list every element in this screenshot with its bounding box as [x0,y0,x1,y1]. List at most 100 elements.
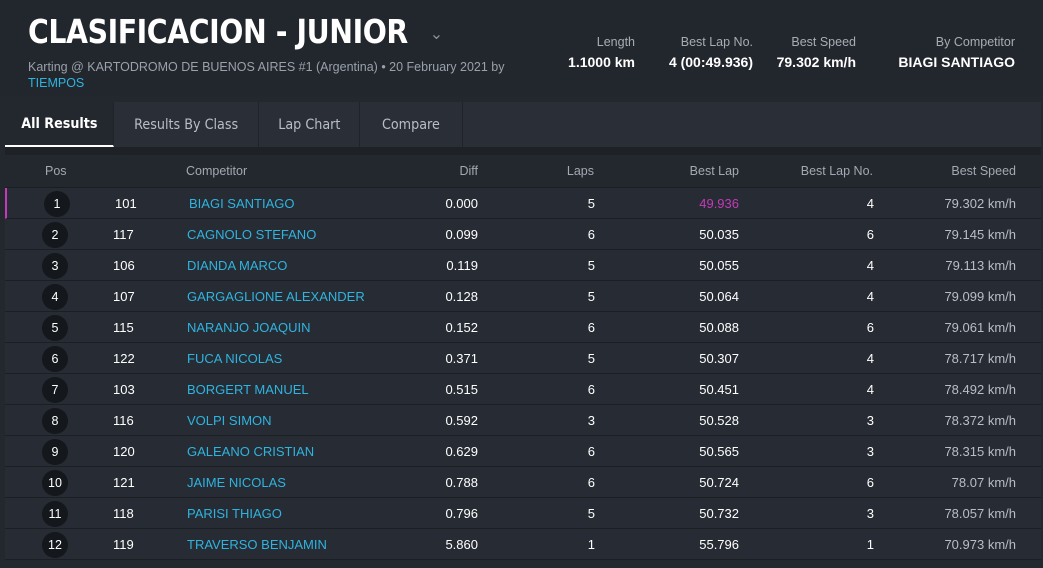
laps-value: 3 [587,413,595,428]
kart-number: 117 [113,227,134,242]
table-row[interactable]: 4 107 GARGAGLIONE ALEXANDER 0.128 5 50.064 4 79… [5,281,1041,312]
competitor-link[interactable]: PARISI THIAGO [187,506,282,521]
best-lap-value: 50.451 [699,382,739,397]
tab-lap-chart[interactable]: Lap Chart [259,102,360,147]
competitor-link[interactable]: NARANJO JOAQUIN [187,320,311,335]
stat-label: Best Lap No. [680,35,753,49]
tab-label: Lap Chart [277,116,341,133]
session-header: CLASIFICACION - JUNIOR ⌄ Karting @ KARTO… [0,0,1043,95]
diff-value: 0.099 [445,227,478,242]
col-best-lap-no[interactable]: Best Lap No. [800,164,873,178]
competitor-link[interactable]: BIAGI SANTIAGO [189,196,295,211]
best-lap-no-value: 3 [866,413,874,428]
tab-label: All Results [20,115,98,132]
laps-value: 5 [587,258,595,273]
table-row[interactable]: 6 122 FUCA NICOLAS 0.371 5 50.307 4 78.717 km/h [5,343,1041,374]
diff-value: 0.788 [445,475,478,490]
col-best-speed[interactable]: Best Speed [951,164,1016,178]
title-row: CLASIFICACION - JUNIOR ⌄ [28,12,443,51]
stat-value: 1.1000 km [568,54,635,70]
table-row[interactable]: 5 115 NARANJO JOAQUIN 0.152 6 50.088 6 79.061 k… [5,312,1041,343]
tab-compare[interactable]: Compare [360,102,463,147]
diff-value: 5.860 [445,537,478,552]
table-row[interactable]: 2 117 CAGNOLO STEFANO 0.099 6 50.035 6 79.145 k… [5,219,1041,250]
position-badge: 2 [42,222,68,248]
laps-value: 6 [587,475,595,490]
laps-value: 5 [587,196,595,211]
diff-value: 0.000 [445,196,478,211]
col-pos[interactable]: Pos [45,164,67,178]
competitor-link[interactable]: CAGNOLO STEFANO [187,227,317,242]
table-row[interactable]: 1 101 BIAGI SANTIAGO 0.000 5 49.936 4 79.302 km… [5,188,1041,219]
best-lap-no-value: 4 [866,196,874,211]
best-lap-value: 50.307 [699,351,739,366]
laps-value: 5 [587,506,595,521]
competitor-link[interactable]: FUCA NICOLAS [187,351,283,366]
kart-number: 107 [113,289,135,304]
organizer-link[interactable]: TIEMPOS [28,76,85,90]
table-row[interactable]: 9 120 GALEANO CRISTIAN 0.629 6 50.565 3 78.315 … [5,436,1041,467]
table-row[interactable]: 10 121 JAIME NICOLAS 0.788 6 50.724 6 78.07 km/… [5,467,1041,498]
competitor-link[interactable]: BORGERT MANUEL [187,382,309,397]
best-lap-no-value: 1 [866,537,874,552]
best-lap-value: 50.724 [699,475,739,490]
best-lap-no-value: 6 [866,227,874,242]
best-lap-no-value: 3 [866,444,874,459]
competitor-link[interactable]: TRAVERSO BENJAMIN [187,537,327,552]
best-lap-value: 50.528 [699,413,739,428]
table-row[interactable]: 3 106 DIANDA MARCO 0.119 5 50.055 4 79.113 km/h [5,250,1041,281]
competitor-link[interactable]: DIANDA MARCO [187,258,288,273]
col-diff[interactable]: Diff [459,164,478,178]
best-speed-value: 79.302 km/h [944,196,1016,211]
stat-label: Best Speed [791,35,856,49]
stat-best-lap-no: Best Lap No. 4 (00:49.936) [669,35,753,70]
laps-value: 1 [587,537,595,552]
kart-number: 122 [113,351,135,366]
best-lap-no-value: 6 [866,475,874,490]
best-speed-value: 78.372 km/h [944,413,1016,428]
table-row[interactable]: 8 116 VOLPI SIMON 0.592 3 50.528 3 78.372 km/h [5,405,1041,436]
event-subtitle: Karting @ KARTODROMO DE BUENOS AIRES #1 … [28,59,528,91]
col-laps[interactable]: Laps [566,164,594,178]
competitor-link[interactable]: GARGAGLIONE ALEXANDER [187,289,365,304]
position-badge: 8 [42,408,68,434]
diff-value: 0.119 [446,258,478,273]
best-speed-value: 79.113 km/h [945,258,1016,273]
table-body: 1 101 BIAGI SANTIAGO 0.000 5 49.936 4 79.302 km… [5,188,1041,560]
diff-value: 0.629 [445,444,478,459]
competitor-link[interactable]: GALEANO CRISTIAN [187,444,315,459]
laps-value: 6 [587,320,595,335]
position-badge: 1 [44,191,70,217]
stat-length: Length 1.1000 km [568,35,635,70]
kart-number: 115 [113,320,134,335]
event-info: Karting @ KARTODROMO DE BUENOS AIRES #1 … [28,60,505,74]
col-competitor[interactable]: Competitor [186,164,248,178]
best-lap-value: 50.035 [699,227,739,242]
best-lap-no-value: 4 [866,382,874,397]
table-row[interactable]: 12 119 TRAVERSO BENJAMIN 5.860 1 55.796 1 70.97… [5,529,1041,560]
position-badge: 12 [42,532,68,558]
laps-value: 6 [587,227,595,242]
diff-value: 0.592 [445,413,478,428]
tab-results-by-class[interactable]: Results By Class [114,102,259,147]
page-title: CLASIFICACION - JUNIOR [28,12,408,51]
diff-value: 0.371 [445,351,478,366]
chevron-down-icon[interactable]: ⌄ [429,25,444,43]
table-row[interactable]: 7 103 BORGERT MANUEL 0.515 6 50.451 4 78.492 km… [5,374,1041,405]
stat-best-speed: Best Speed 79.302 km/h [777,35,856,70]
competitor-link[interactable]: JAIME NICOLAS [187,475,286,490]
table-row[interactable]: 11 118 PARISI THIAGO 0.796 5 50.732 3 78.057 km… [5,498,1041,529]
competitor-link[interactable]: VOLPI SIMON [187,413,272,428]
results-tabs: All Results Results By Class Lap Chart C… [5,102,1041,147]
position-badge: 6 [42,346,68,372]
best-lap-no-value: 4 [866,258,874,273]
results-table: Pos Competitor Diff Laps Best Lap Best L… [5,155,1041,560]
kart-number: 120 [113,444,135,459]
col-best-lap[interactable]: Best Lap [689,164,739,178]
diff-value: 0.515 [445,382,478,397]
tab-all-results[interactable]: All Results [5,102,114,147]
position-badge: 3 [42,253,68,279]
best-speed-value: 79.061 km/h [944,320,1016,335]
stat-label: Length [596,35,635,49]
kart-number: 121 [113,475,135,490]
